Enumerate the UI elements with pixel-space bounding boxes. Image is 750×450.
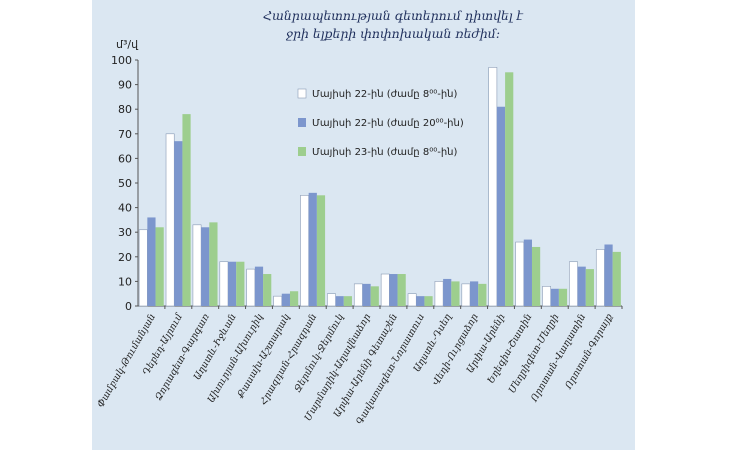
- bar: [550, 288, 559, 306]
- bar: [585, 269, 594, 306]
- bar: [424, 296, 433, 306]
- bar: [308, 192, 317, 306]
- bar: [289, 291, 299, 306]
- bar: [147, 217, 156, 306]
- bar: [273, 295, 283, 307]
- bar: [505, 72, 514, 306]
- x-category-label: Որոտան-Գորայք: [563, 312, 615, 392]
- bar: [488, 67, 498, 307]
- bar-chart: Հանրապետության գետերում դիտվել է ջրի ելք…: [95, 8, 623, 427]
- y-tick-label: 10: [118, 275, 132, 288]
- bar: [353, 283, 363, 307]
- bar: [263, 274, 272, 306]
- bar: [246, 268, 256, 307]
- bar: [327, 293, 336, 307]
- y-tick-label: 20: [118, 251, 132, 264]
- bar: [300, 195, 309, 307]
- y-tick-label: 90: [118, 79, 132, 92]
- bar: [209, 222, 218, 306]
- bar: [316, 195, 326, 306]
- bar: [478, 283, 487, 306]
- plot-area: 0102030405060708090100Փամբակ-ԹումանյանԴե…: [95, 54, 623, 427]
- bar: [397, 274, 406, 306]
- y-tick-label: 0: [125, 300, 132, 313]
- legend-swatch: [297, 88, 307, 99]
- x-category-label: Մեղրիգետ-Մեղրի: [507, 312, 562, 395]
- y-tick-label: 70: [118, 128, 132, 141]
- bar: [569, 261, 578, 307]
- bar: [558, 288, 568, 306]
- bar: [542, 286, 551, 307]
- y-tick-label: 50: [118, 177, 132, 190]
- bar: [281, 293, 290, 306]
- y-tick-label: 80: [118, 103, 132, 116]
- bar: [604, 244, 613, 306]
- bar: [577, 266, 586, 306]
- bar: [389, 274, 398, 306]
- bar: [523, 239, 532, 306]
- bar: [228, 261, 237, 306]
- bar: [335, 296, 344, 306]
- bar: [343, 296, 352, 306]
- bar: [380, 273, 390, 307]
- legend: Մայիսի 22-ին (ժամը 8⁰⁰-ին) Մայիսի 22-ին (…: [297, 88, 464, 158]
- legend-label: Մայիսի 22-ին (ժամը 8⁰⁰-ին): [312, 89, 457, 100]
- y-tick-label: 100: [111, 54, 132, 67]
- bar: [515, 241, 525, 307]
- bar: [254, 266, 264, 306]
- bar: [407, 293, 417, 307]
- y-tick-label: 40: [118, 202, 132, 215]
- chart-title-line-2: ջրի ելքերի փոփոխական ռեժիմ:: [286, 26, 500, 41]
- bar: [174, 141, 183, 306]
- bar: [182, 114, 191, 307]
- legend-label: Մայիսի 23-ին (ժամը 8⁰⁰-ին): [312, 147, 457, 158]
- y-tick-label: 30: [118, 226, 132, 239]
- bar: [201, 227, 210, 306]
- bar: [434, 281, 444, 307]
- bar: [370, 286, 379, 306]
- bar: [165, 133, 175, 307]
- y-axis-unit-label: մ³/վ: [116, 38, 139, 51]
- bar: [461, 283, 471, 307]
- bar: [496, 106, 506, 307]
- bar: [155, 227, 164, 306]
- legend-label: Մայիսի 22-ին (ժամը 20⁰⁰-ին): [312, 118, 464, 129]
- chart-title-line-1: Հանրապետության գետերում դիտվել է: [263, 8, 524, 23]
- bar: [612, 251, 621, 306]
- bar: [219, 261, 229, 307]
- bar: [595, 249, 605, 307]
- legend-swatch: [298, 118, 306, 127]
- bar: [192, 224, 202, 307]
- chart-panel: Հանրապետության գետերում դիտվել է ջրի ելք…: [92, 0, 635, 450]
- bar: [443, 278, 452, 306]
- bar: [416, 296, 425, 306]
- legend-swatch: [298, 147, 306, 156]
- y-tick-label: 60: [118, 152, 132, 165]
- bar: [362, 283, 371, 306]
- bar: [138, 229, 148, 307]
- x-category-label: Ջերմուկ-Ջերմուկ: [292, 312, 346, 394]
- bar: [470, 281, 479, 306]
- bar: [236, 261, 245, 306]
- bar: [451, 281, 460, 306]
- bar: [531, 246, 541, 306]
